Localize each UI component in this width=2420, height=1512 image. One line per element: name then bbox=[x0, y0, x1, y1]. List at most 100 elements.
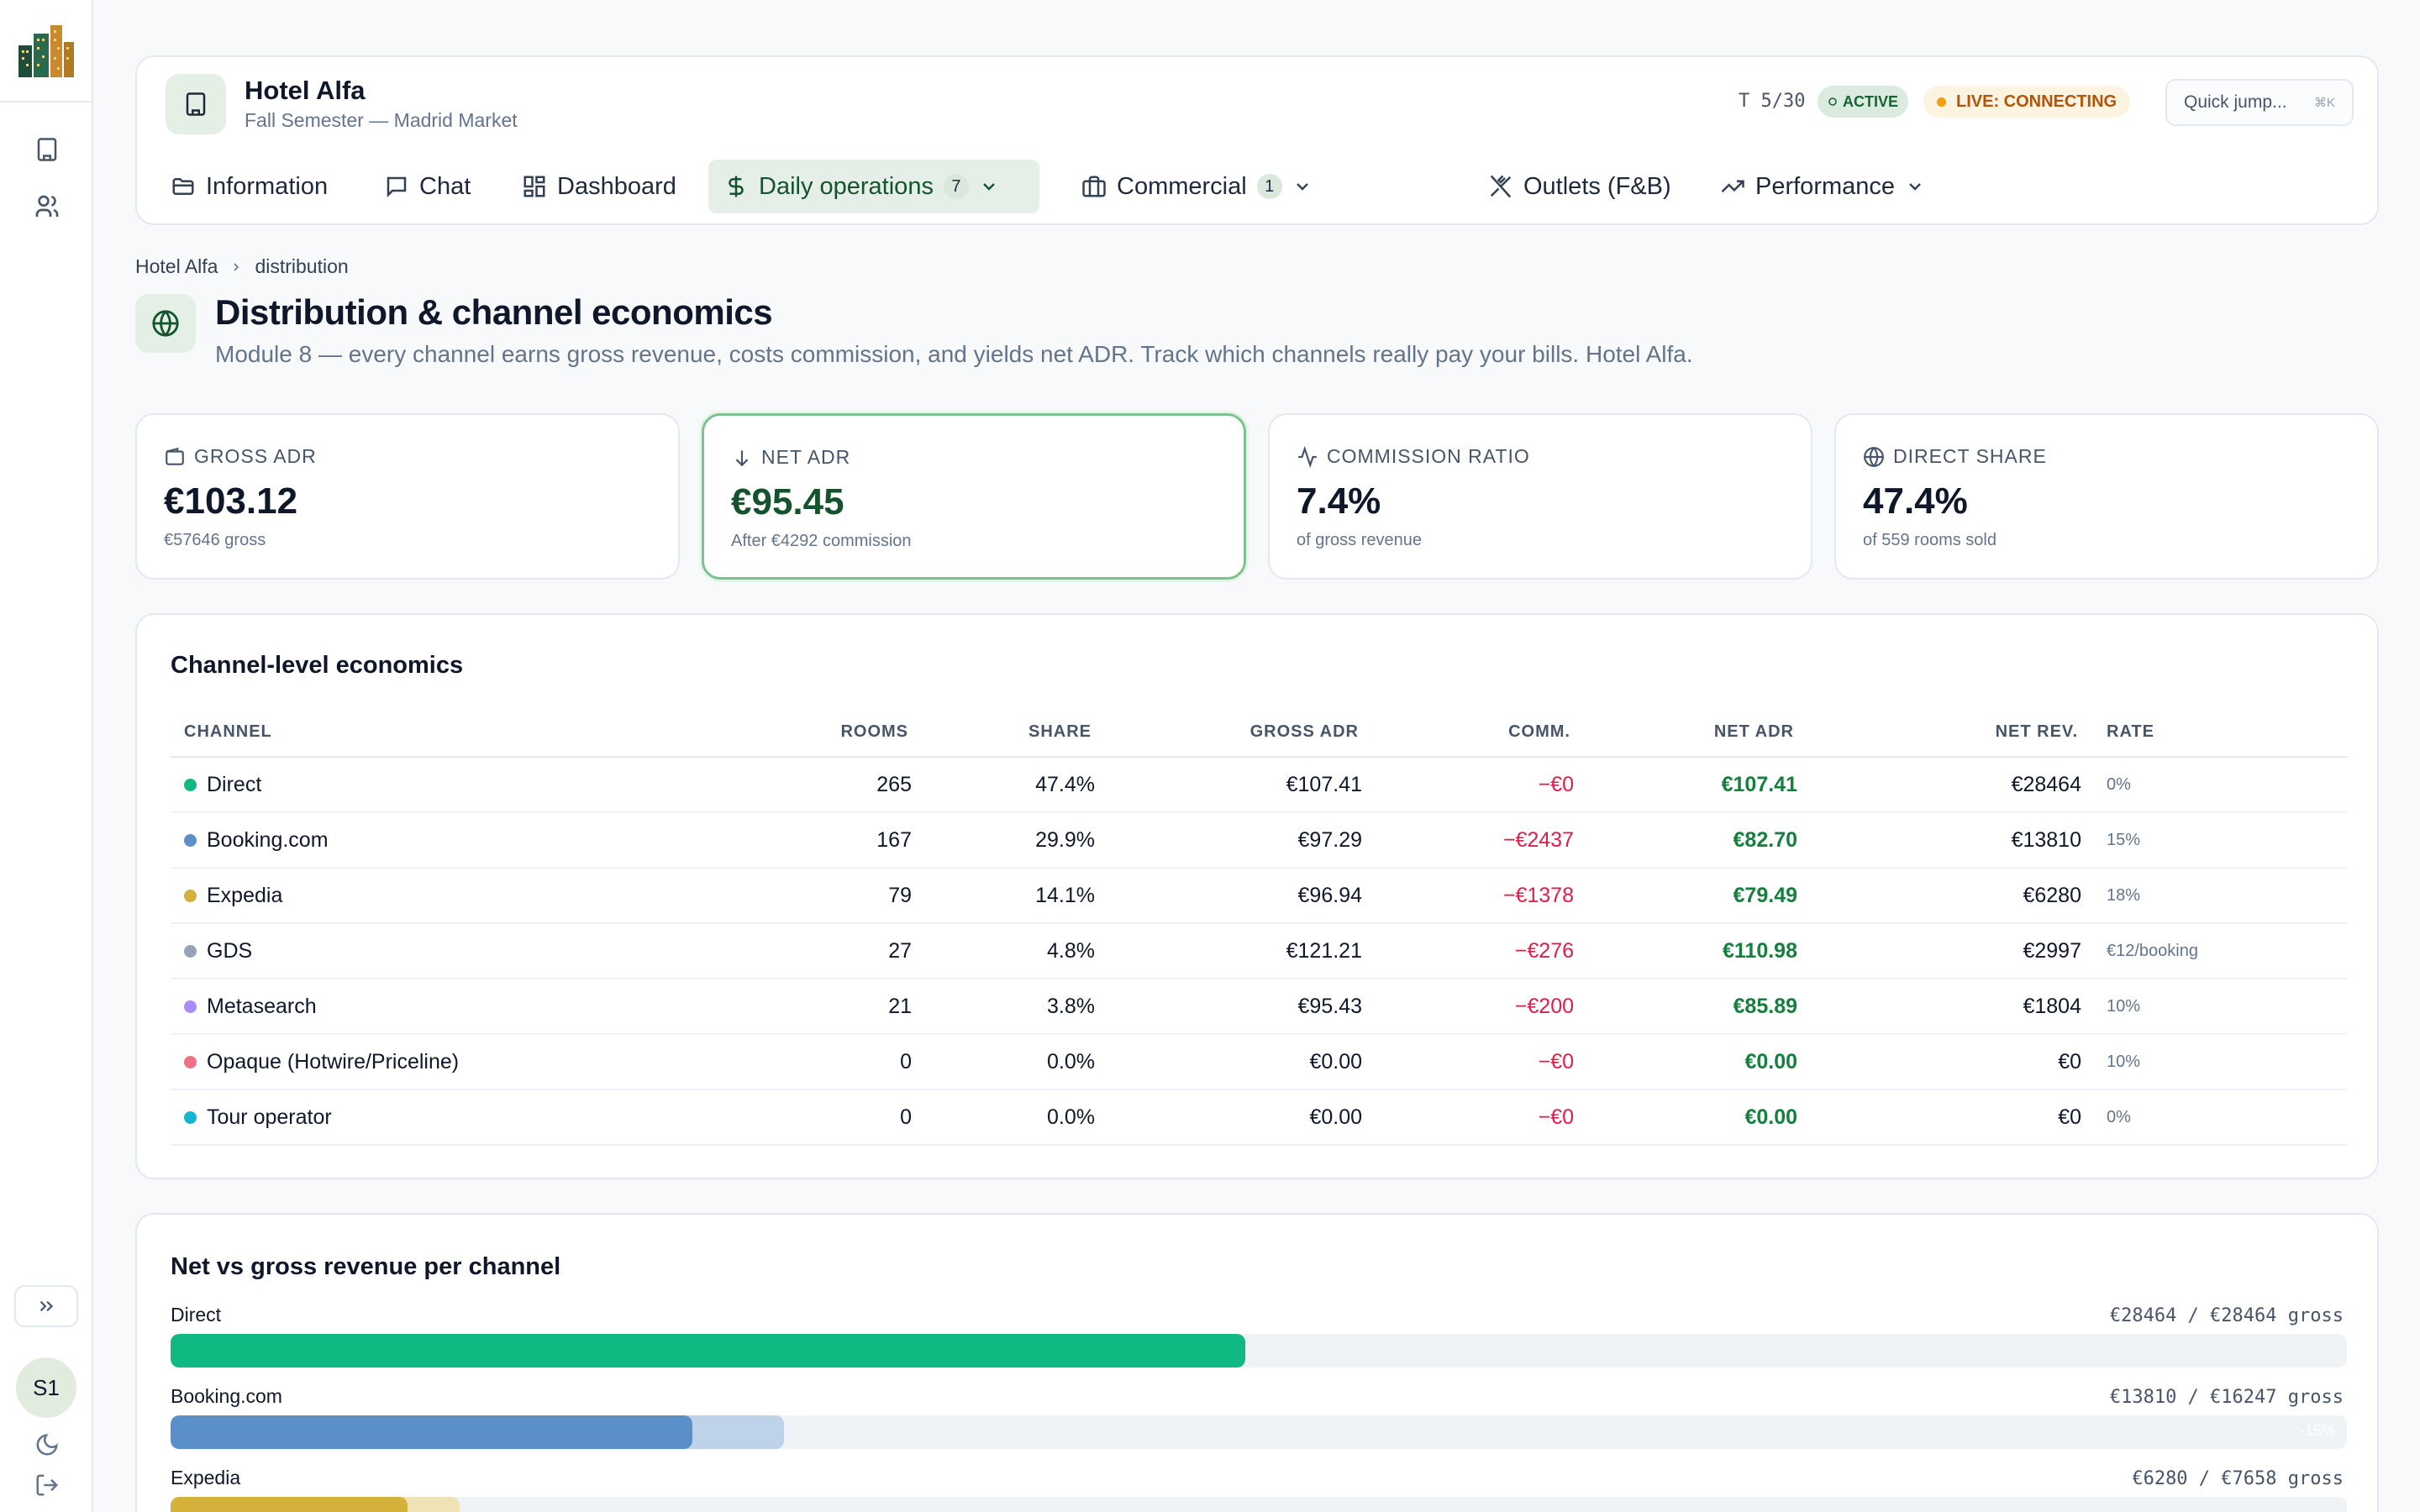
cell-share: 0.0% bbox=[1047, 1105, 1095, 1129]
tab-count-badge: 1 bbox=[1256, 174, 1282, 199]
cell-rate: €12/booking bbox=[2107, 941, 2198, 960]
tab-count-badge: 7 bbox=[943, 174, 969, 199]
channel-dot-icon bbox=[184, 833, 197, 847]
bar-net-fill bbox=[171, 1334, 1246, 1368]
cell-net-adr: €0.00 bbox=[1744, 1105, 1797, 1129]
kpi-label-text: GROSS ADR bbox=[194, 445, 317, 467]
tab-label: Commercial bbox=[1117, 172, 1247, 200]
cell-net-rev: €0 bbox=[2058, 1105, 2081, 1129]
cell-comm: −€1378 bbox=[1502, 883, 1574, 907]
grid-icon bbox=[523, 176, 545, 197]
logout-icon[interactable] bbox=[30, 1468, 64, 1502]
tab-label: Daily operations bbox=[759, 172, 934, 200]
table-row[interactable]: GDS 27 4.8% €121.21 −€276 €110.98 €2997 €12/boo… bbox=[171, 924, 2347, 979]
channel-name: Booking.com bbox=[207, 827, 329, 852]
kpi-value: €95.45 bbox=[731, 481, 844, 522]
cell-net-rev: €28464 bbox=[2011, 772, 2081, 796]
col-header-channel: CHANNEL bbox=[184, 722, 272, 741]
folder-icon bbox=[172, 178, 194, 195]
cell-rate: 10% bbox=[2107, 996, 2141, 1016]
cell-share: 0.0% bbox=[1047, 1049, 1095, 1074]
tab-chat[interactable]: Chat bbox=[369, 160, 486, 213]
bar-value: €13810 / €16247 gross bbox=[2109, 1387, 2344, 1408]
tab-information[interactable]: Information bbox=[155, 160, 343, 213]
tab-dashboard[interactable]: Dashboard bbox=[507, 160, 692, 213]
tab-label: Performance bbox=[1755, 172, 1896, 200]
kpi-value: €103.12 bbox=[164, 480, 298, 522]
globe-icon bbox=[1864, 446, 1884, 467]
tab-label: Dashboard bbox=[557, 172, 676, 200]
chevron-down-icon bbox=[1296, 183, 1308, 191]
table-row[interactable]: Metasearch 21 3.8% €95.43 −€200 €85.89 €1804 10… bbox=[171, 979, 2347, 1035]
dollar-icon bbox=[729, 176, 744, 197]
col-header-rate: RATE bbox=[2107, 722, 2154, 741]
cell-rooms: 0 bbox=[900, 1049, 912, 1074]
col-header-gross-adr: GROSS ADR bbox=[1249, 722, 1359, 741]
table-row[interactable]: Opaque (Hotwire/Priceline) 0 0.0% €0.00 −€0 €… bbox=[171, 1035, 2347, 1090]
cell-rooms: 265 bbox=[876, 772, 912, 796]
status-badge: ACTIVE bbox=[1818, 86, 1909, 118]
cell-share: 14.1% bbox=[1035, 883, 1095, 907]
chevron-down-icon bbox=[1909, 183, 1921, 191]
kpi-sub: €57646 gross bbox=[164, 531, 266, 549]
channel-name: Tour operator bbox=[207, 1105, 332, 1129]
cell-channel: Expedia bbox=[184, 869, 282, 922]
cell-net-adr: €79.49 bbox=[1733, 883, 1797, 907]
quick-jump-button[interactable]: Quick jump... ⌘K bbox=[2165, 79, 2354, 126]
tab-outlets[interactable]: Outlets (F&B) bbox=[1473, 160, 1686, 213]
sidebar-rail: S1 bbox=[0, 0, 93, 1512]
tab-label: Information bbox=[206, 172, 329, 200]
bar-commission-pct: -15% bbox=[2299, 1422, 2335, 1439]
table-row[interactable]: Expedia 79 14.1% €96.94 −€1378 €79.49 €6280 18% bbox=[171, 869, 2347, 924]
chevron-right-icon bbox=[234, 262, 239, 271]
cell-comm: −€200 bbox=[1514, 994, 1574, 1018]
cell-comm: −€0 bbox=[1538, 1105, 1574, 1129]
utensils-icon bbox=[1490, 175, 1512, 198]
hotel-name: Hotel Alfa bbox=[245, 76, 366, 105]
skyline-logo[interactable] bbox=[17, 20, 76, 79]
bar-net-fill bbox=[171, 1497, 408, 1512]
moon-icon[interactable] bbox=[30, 1428, 64, 1462]
channel-name: GDS bbox=[207, 938, 253, 963]
cell-gross-adr: €97.29 bbox=[1297, 827, 1362, 852]
cell-rooms: 27 bbox=[888, 938, 912, 963]
cell-gross-adr: €121.21 bbox=[1286, 938, 1362, 963]
table-row[interactable]: Booking.com 167 29.9% €97.29 −€2437 €82.70 €13… bbox=[171, 813, 2347, 869]
kpi-direct-share: DIRECT SHARE 47.4% of 559 rooms sold bbox=[1834, 413, 2379, 580]
kpi-sub: After €4292 commission bbox=[731, 532, 912, 550]
activity-icon bbox=[1298, 445, 1317, 468]
rail-divider bbox=[0, 101, 93, 102]
globe-icon bbox=[135, 294, 196, 353]
arrow-down-icon bbox=[735, 449, 749, 466]
tab-daily-operations[interactable]: Daily operations 7 bbox=[708, 160, 1039, 213]
live-text: LIVE: CONNECTING bbox=[1956, 92, 2118, 111]
live-connection-badge: LIVE: CONNECTING bbox=[1923, 86, 2131, 118]
cell-rooms: 21 bbox=[888, 994, 912, 1018]
panel-title: Channel-level economics bbox=[171, 652, 464, 679]
channel-dot-icon bbox=[184, 1110, 197, 1124]
table-row[interactable]: Direct 265 47.4% €107.41 −€0 €107.41 €28464 0% bbox=[171, 758, 2347, 813]
bar-net-fill bbox=[171, 1415, 692, 1449]
quick-jump-label: Quick jump... bbox=[2184, 92, 2287, 112]
tab-commercial[interactable]: Commercial 1 bbox=[1066, 160, 1328, 213]
table-row[interactable]: Tour operator 0 0.0% €0.00 −€0 €0.00 €0 0% bbox=[171, 1090, 2347, 1146]
cell-gross-adr: €107.41 bbox=[1286, 772, 1362, 796]
expand-sidebar-button[interactable] bbox=[14, 1285, 78, 1327]
hotel-header-card: Hotel Alfa Fall Semester — Madrid Market… bbox=[135, 55, 2379, 225]
cell-net-rev: €6280 bbox=[2023, 883, 2081, 907]
bar-track bbox=[171, 1334, 2347, 1368]
breadcrumb-current: distribution bbox=[255, 255, 349, 277]
kpi-sub: of 559 rooms sold bbox=[1863, 531, 1996, 549]
cell-rooms: 0 bbox=[900, 1105, 912, 1129]
tab-label: Chat bbox=[419, 172, 471, 200]
breadcrumb-root[interactable]: Hotel Alfa bbox=[135, 255, 218, 277]
wallet-icon bbox=[166, 447, 184, 465]
tab-performance[interactable]: Performance bbox=[1705, 160, 1940, 213]
users-icon[interactable] bbox=[30, 190, 64, 223]
page-title: Distribution & channel economics bbox=[215, 292, 773, 332]
building-icon[interactable] bbox=[30, 133, 64, 166]
cell-net-adr: €82.70 bbox=[1733, 827, 1797, 852]
avatar[interactable]: S1 bbox=[16, 1357, 76, 1418]
cell-rate: 15% bbox=[2107, 830, 2141, 849]
shortcut-hint: ⌘K bbox=[2313, 96, 2335, 110]
